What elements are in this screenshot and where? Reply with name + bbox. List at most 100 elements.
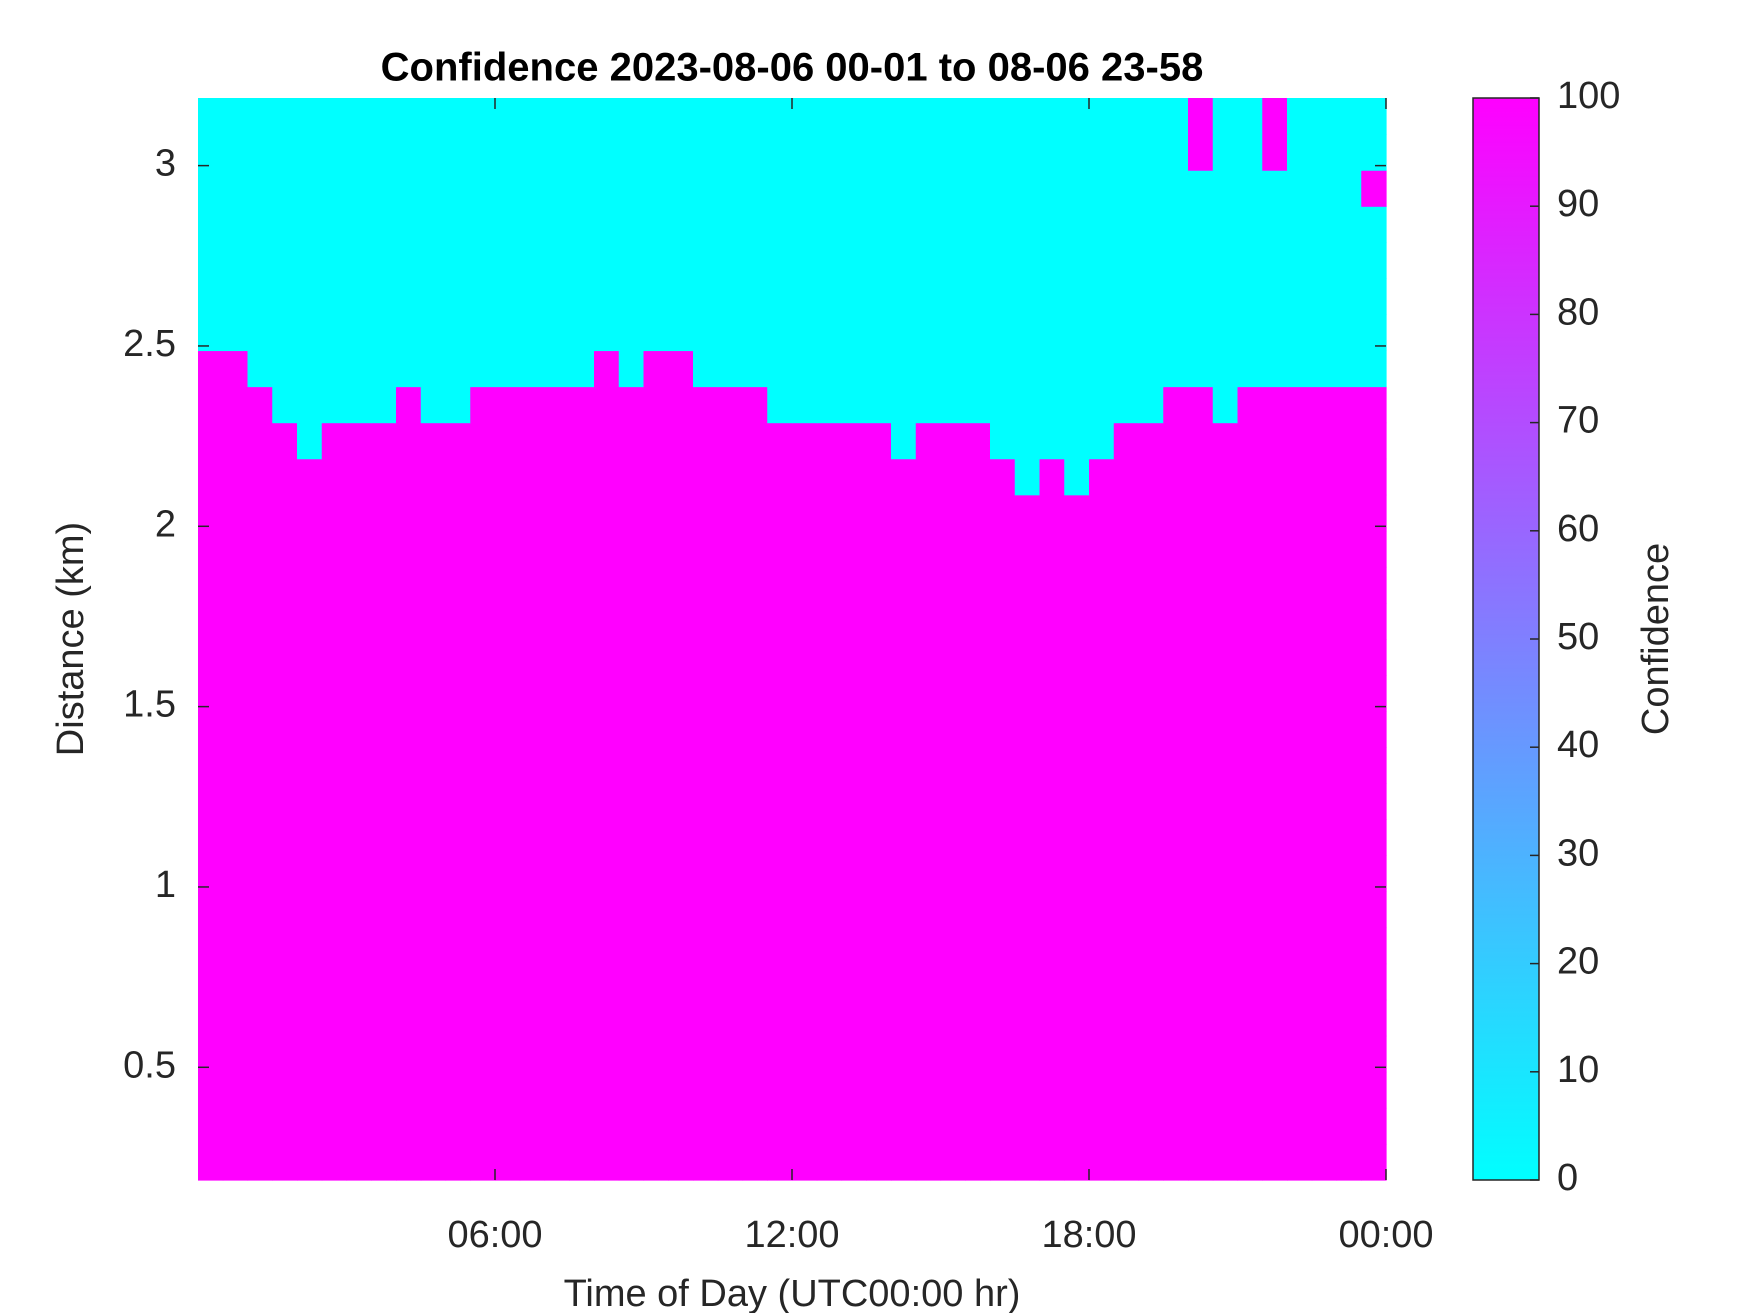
heatmap-cell [1064,927,1090,965]
heatmap-cell [1336,783,1362,820]
heatmap-cell [1287,98,1313,135]
heatmap-cell [1287,422,1313,460]
heatmap-cell [346,855,372,893]
heatmap-cell [222,134,249,171]
heatmap-cell [1014,639,1041,676]
heatmap-cell [965,747,991,784]
heatmap-cell [1039,783,1065,820]
heatmap-cell [866,98,892,135]
heatmap-cell [990,1107,1016,1145]
heatmap-cell [1089,314,1115,352]
heatmap-cell [544,170,570,207]
heatmap-cell [693,1071,719,1109]
heatmap-cell [1287,566,1313,604]
heatmap-cell [594,855,620,893]
heatmap-cell [1188,242,1214,279]
heatmap-cell [1287,999,1313,1037]
heatmap-cell [1336,314,1362,352]
heatmap-cell [915,98,942,135]
heatmap-cell [767,819,793,856]
heatmap-cell [569,530,595,568]
heatmap-cell [742,747,768,784]
heatmap-cell [247,206,273,243]
heatmap-cell [1237,386,1263,424]
heatmap-cell [297,530,323,568]
heatmap-cell [371,1143,397,1181]
heatmap-cell [1089,1071,1115,1109]
heatmap-cell [272,927,298,965]
heatmap-cell [1262,927,1288,965]
heatmap-cell [519,386,546,424]
heatmap-cell [445,206,471,243]
heatmap-cell [1064,819,1090,856]
heatmap-cell [272,855,298,893]
heatmap-cell [519,747,546,784]
heatmap-cell [1039,458,1065,496]
heatmap-cell [1336,242,1362,279]
heatmap-cell [222,927,249,965]
heatmap-cell [767,458,793,496]
heatmap-cell [668,530,694,568]
heatmap-cell [1311,134,1338,171]
heatmap-cell [1039,891,1065,929]
heatmap-cell [396,675,422,712]
heatmap-cell [643,855,669,893]
heatmap-cell [396,1143,422,1181]
heatmap-cell [841,927,867,965]
heatmap-cell [1212,963,1239,1001]
heatmap-cell [1287,1071,1313,1109]
heatmap-cell [792,566,818,604]
heatmap-cell [396,927,422,965]
heatmap-cell [965,639,991,676]
heatmap-cell [569,963,595,1001]
heatmap-cell [693,855,719,893]
heatmap-cell [866,1143,892,1181]
heatmap-cell [371,675,397,712]
heatmap-cell [717,819,744,856]
heatmap-cell [1039,963,1065,1001]
heatmap-cell [594,891,620,929]
heatmap-cell [1311,98,1338,135]
heatmap-cell [346,134,372,171]
heatmap-cell [717,170,744,207]
heatmap-cell [841,1071,867,1109]
heatmap-cell [1163,530,1189,568]
heatmap-cell [1014,747,1041,784]
heatmap-cell [693,783,719,820]
heatmap-cell [1163,1035,1189,1073]
heatmap-cell [198,999,224,1037]
heatmap-cell [1212,855,1239,893]
heatmap-cell [1138,639,1164,676]
heatmap-cell [891,1035,917,1073]
heatmap-cell [1014,1035,1041,1073]
heatmap-cell [594,134,620,171]
heatmap-cell [1262,999,1288,1037]
heatmap-cell [866,1107,892,1145]
heatmap-cell [1262,422,1288,460]
heatmap-cell [1113,386,1140,424]
heatmap-cell [990,278,1016,315]
heatmap-cell [198,783,224,820]
heatmap-cell [668,566,694,604]
heatmap-cell [767,855,793,893]
heatmap-cell [1287,314,1313,352]
heatmap-cell [1014,999,1041,1037]
heatmap-cell [618,278,645,315]
heatmap-cell [247,278,273,315]
heatmap-cell [420,675,447,712]
heatmap-cell [420,1107,447,1145]
heatmap-cell [767,711,793,748]
heatmap-cell [495,999,521,1037]
heatmap-cell [990,206,1016,243]
heatmap-cell [396,855,422,893]
heatmap-cell [222,711,249,748]
heatmap-cell [247,350,273,388]
heatmap-cell [1089,386,1115,424]
heatmap-cell [816,675,843,712]
heatmap-cell [1237,747,1263,784]
heatmap-cell [767,783,793,820]
heatmap-cell [1336,855,1362,893]
y-tick-label: 0.5 [123,1044,176,1086]
heatmap-cell [321,494,348,532]
heatmap-cell [643,1143,669,1181]
